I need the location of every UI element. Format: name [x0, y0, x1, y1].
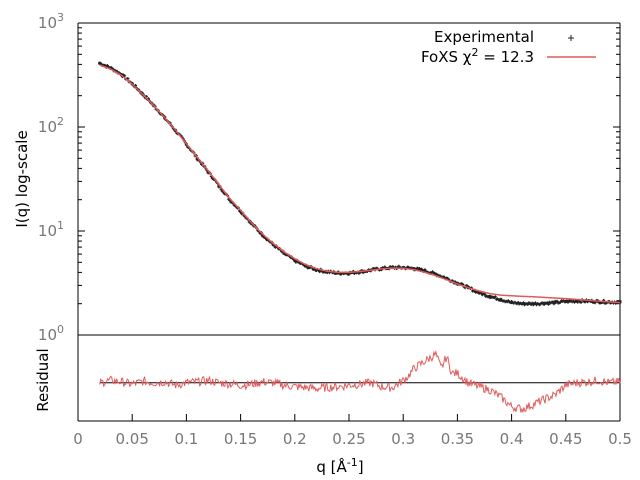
y-tick-exp: 3 [57, 11, 64, 24]
legend-foxs-prefix: FoXS χ [421, 48, 472, 66]
intensity-series [98, 61, 622, 307]
legend-marker-experimental [568, 35, 574, 41]
experimental-point [553, 300, 557, 305]
x-tick-label: 0 [73, 430, 83, 448]
x-tick-label: 0.25 [332, 430, 365, 448]
y-tick-label: 100 [38, 323, 64, 344]
residual-panel: 0 0.05 0.1 0.15 0.2 0.25 0.3 0.35 0.4 0.45 0.5 Res… [34, 335, 632, 476]
y-tick-base: 10 [38, 222, 57, 240]
legend-foxs-exp: 2 [471, 46, 478, 59]
x-tick-label: 0.1 [174, 430, 198, 448]
x-ticks: 0 0.05 0.1 0.15 0.2 0.25 0.3 0.35 0.4 0.45 0.5 [73, 414, 632, 448]
legend-foxs-suffix: = 12.3 [478, 48, 534, 66]
x-tick-label: 0.2 [283, 430, 307, 448]
experimental-point [564, 299, 568, 304]
y-tick-base: 10 [38, 118, 57, 136]
x-axis-label: q [Å-1] [316, 456, 363, 476]
y-tick-exp: 2 [57, 115, 64, 128]
legend-label-foxs: FoXS χ2 = 12.3 [421, 46, 534, 66]
residual-line [99, 349, 621, 414]
experimental-point [575, 299, 579, 303]
y-tick-base: 10 [38, 326, 57, 344]
experimental-point [488, 294, 492, 299]
residual-series [99, 349, 621, 414]
x-tick-label: 0.3 [391, 430, 415, 448]
legend: Experimental FoXS χ2 = 12.3 [421, 28, 596, 66]
x-tick-label: 0.4 [500, 430, 524, 448]
x-tick-label: 0.05 [115, 430, 148, 448]
foxs-fit-line [99, 64, 621, 304]
experimental-point [98, 61, 102, 65]
experimental-points [98, 61, 622, 307]
y-tick-label: 103 [38, 11, 64, 32]
x-tick-label: 0.35 [441, 430, 474, 448]
legend-label-experimental: Experimental [434, 28, 534, 46]
intensity-y-axis-label: I(q) log-scale [13, 130, 31, 227]
x-axis-label-suffix: ] [358, 458, 364, 476]
experimental-point [520, 302, 525, 306]
experimental-point [542, 301, 546, 305]
experimental-point [510, 300, 514, 305]
y-tick-label: 102 [38, 115, 64, 136]
experimental-point [499, 297, 503, 301]
x-tick-label: 0.5 [608, 430, 632, 448]
experimental-point [531, 302, 535, 306]
residual-y-axis-label: Residual [34, 348, 52, 411]
x-axis-label-main: q [Å [316, 457, 347, 476]
x-axis-label-exp: -1 [347, 456, 358, 469]
y-tick-exp: 1 [57, 219, 64, 232]
y-tick-base: 10 [38, 14, 57, 32]
x-tick-label: 0.15 [224, 430, 257, 448]
x-tick-label: 0.45 [549, 430, 582, 448]
y-tick-exp: 0 [57, 323, 64, 336]
y-tick-label: 101 [38, 219, 64, 240]
